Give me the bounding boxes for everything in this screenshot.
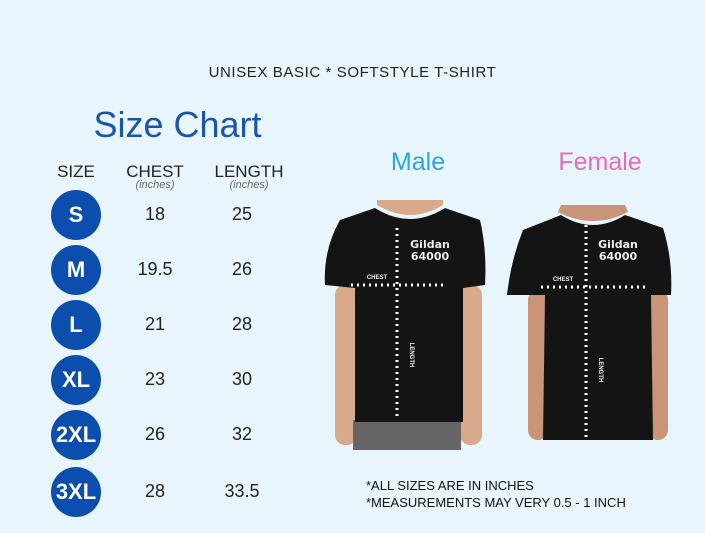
chest-value-0: 18: [144, 204, 166, 224]
female-tshirt-image: Gildan 64000 CHEST LENGTH: [507, 205, 672, 440]
note-measurements: *MEASUREMENTS MAY VERY 0.5 - 1 INCH: [366, 495, 626, 510]
chest-value-4: 26: [144, 424, 166, 444]
male-chest-label: CHEST: [367, 275, 388, 281]
size-badge-0: S: [51, 190, 101, 240]
size-badge-2: L: [51, 300, 101, 350]
note-units: *ALL SIZES ARE IN INCHES: [366, 478, 534, 493]
length-value-4: 32: [231, 424, 253, 444]
length-header: LENGTH: [214, 162, 284, 181]
chest-unit: (inches): [135, 179, 175, 191]
length-value-5: 33.5: [224, 481, 260, 501]
chest-value-3: 23: [144, 369, 166, 389]
size-badge-4: 2XL: [51, 410, 101, 460]
length-value-3: 30: [231, 369, 253, 389]
female-chest-label: CHEST: [553, 277, 574, 283]
chest-header: CHEST: [126, 162, 184, 181]
length-value-0: 25: [231, 204, 253, 224]
female-length-label: LENGTH: [597, 358, 603, 383]
male-length-label: LENGTH: [408, 343, 414, 368]
female-brand: Gildan: [598, 238, 638, 251]
size-header: SIZE: [57, 162, 95, 181]
male-label: Male: [390, 148, 446, 176]
chest-value-2: 21: [144, 314, 166, 334]
length-unit: (inches): [229, 179, 269, 191]
size-badge-1: M: [51, 245, 101, 295]
product-title: UNISEX BASIC * SOFTSTYLE T-SHIRT: [208, 64, 497, 81]
chest-value-5: 28: [144, 481, 166, 501]
length-value-1: 26: [231, 259, 253, 279]
length-value-2: 28: [231, 314, 253, 334]
female-label: Female: [558, 148, 642, 176]
tshirt-images: Gildan 64000 CHEST LENGTH Gildan 64000 C…: [324, 200, 672, 450]
size-chart-title: Size Chart: [93, 104, 262, 145]
size-badge-5: 3XL: [51, 467, 101, 517]
male-tshirt-image: Gildan 64000 CHEST LENGTH: [324, 200, 486, 450]
male-brand: Gildan: [410, 238, 450, 251]
size-badge-3: XL: [51, 355, 101, 405]
male-model: 64000: [411, 250, 450, 263]
chest-value-1: 19.5: [137, 259, 173, 279]
female-model: 64000: [599, 250, 638, 263]
